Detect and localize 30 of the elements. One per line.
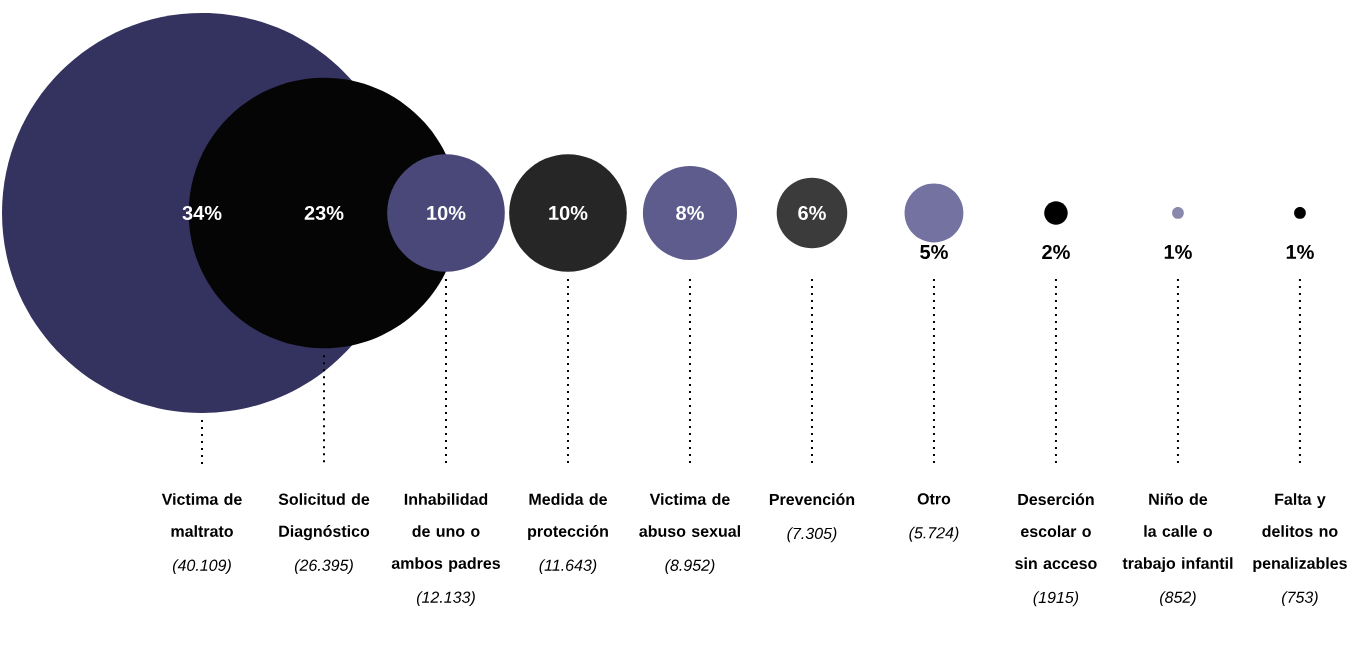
data-label: 10% xyxy=(427,205,466,221)
data-label: 10% xyxy=(549,205,588,221)
text: (11.643) xyxy=(539,559,597,575)
category-label: Deserción escolar o sin acceso xyxy=(1015,493,1097,570)
data-label: 8% xyxy=(676,205,704,221)
category-label: Prevención xyxy=(769,493,855,506)
category-label: Medida de protección xyxy=(528,493,608,541)
text: (8.952) xyxy=(665,559,715,575)
data-label: 23% xyxy=(304,205,344,221)
category-label: Inhabilidad de uno o ambos padres xyxy=(391,493,500,573)
data-label: 6% xyxy=(798,205,826,221)
category-label: Victima de abuso sexual xyxy=(639,493,740,537)
data-label: 2% xyxy=(1042,244,1070,260)
text: (7.305) xyxy=(787,527,837,543)
category-label: Falta y delitos no penalizables xyxy=(1253,493,1347,573)
category-label: Victima de maltrato xyxy=(161,493,242,537)
data-label: 5% xyxy=(920,244,948,260)
text: (40.109) xyxy=(172,559,231,575)
text: (5.724) xyxy=(909,526,959,542)
text: (852) xyxy=(1160,591,1196,607)
category-label: Otro xyxy=(917,493,951,505)
text: (1915) xyxy=(1033,591,1079,607)
text: (753) xyxy=(1282,591,1318,607)
text: (12.133) xyxy=(416,591,475,607)
data-label: 1% xyxy=(1286,244,1314,260)
category-label: Solicitud de Diagnóstico xyxy=(278,493,370,541)
data-label: 34% xyxy=(182,205,222,221)
data-label: 1% xyxy=(1164,244,1192,260)
category-label: Niño de la calle o trabajo infantil xyxy=(1122,493,1233,573)
text: (26.395) xyxy=(294,559,353,575)
